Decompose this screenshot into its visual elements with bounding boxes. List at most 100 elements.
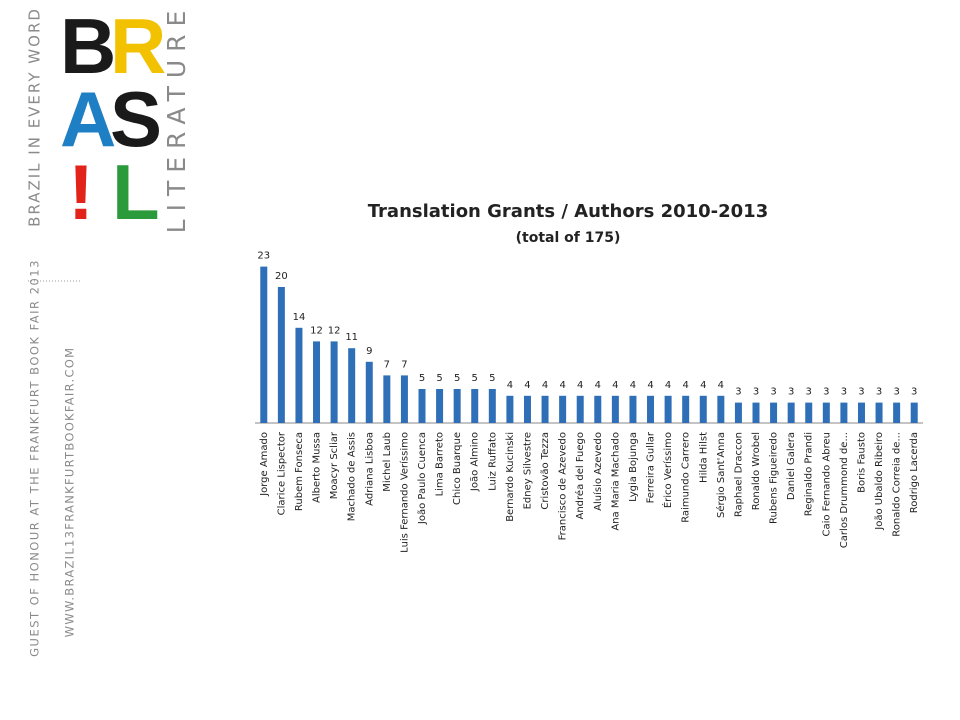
x-tick-label: Cristovão Tezza [540,432,551,510]
bar [453,389,461,423]
value-label: 7 [384,359,390,370]
bar [559,395,567,423]
bar [471,389,479,423]
bar [383,375,391,423]
value-label: 12 [310,325,323,336]
value-label: 4 [630,380,636,391]
brand-letter: A [60,75,116,163]
bar [787,402,795,423]
x-tick-label: Michel Laub [382,432,393,492]
value-label: 14 [293,312,306,323]
brand-letter: S [110,75,162,163]
value-label: 3 [841,387,847,398]
bar [541,395,549,423]
bar [506,395,514,423]
bar [260,266,268,423]
brand-letter: R [110,2,166,90]
bar [805,402,813,423]
x-tick-label: Daniel Galera [786,432,797,500]
bar [348,348,356,423]
bar [418,389,426,423]
value-label: 4 [577,380,583,391]
x-tick-label: Luiz Ruffato [487,432,498,491]
x-tick-label: Jorge Amado [259,432,270,497]
x-tick-label: Rubens Figueiredo [769,432,780,524]
value-label: 3 [858,387,864,398]
x-tick-label: Alberto Mussa [312,432,323,503]
x-tick-label: Luis Fernando Veríssimo [398,432,410,553]
bar [629,395,637,423]
bar [734,402,742,423]
value-label: 20 [275,271,288,282]
value-label: 11 [345,332,358,343]
x-tick-label: Ronaldo Wrobel [751,432,762,510]
value-label: 7 [401,359,407,370]
bar [699,395,707,423]
bar [400,375,408,423]
value-label: 4 [612,380,618,391]
bar [893,402,901,423]
x-tick-label: Bernardo Kucinski [505,432,516,522]
bar [488,389,496,423]
x-tick-label: João Ubaldo Ribeiro [874,432,885,531]
value-label: 4 [542,380,548,391]
bar [330,341,338,423]
x-tick-label: Moacyr Scliar [329,431,340,499]
bar [594,395,602,423]
x-tick-label: Chico Buarque [452,432,463,505]
value-label: 3 [788,387,794,398]
bar [313,341,321,423]
bar [822,402,830,423]
x-tick-label: Edney Silvestre [522,432,533,509]
bar [295,327,303,423]
x-tick-label: Ronaldo Correia de... [892,432,903,537]
value-label: 4 [700,380,706,391]
brand-letter: L [112,148,160,236]
x-tick-label: João Paulo Cuenca [417,432,428,525]
value-label: 3 [893,387,899,398]
value-label: 4 [507,380,513,391]
x-tick-label: Reginaldo Prandi [804,432,815,516]
bar [647,395,655,423]
value-label: 3 [735,387,741,398]
bar [857,402,865,423]
x-tick-label: Andréa del Fuego [574,432,586,520]
value-label: 4 [559,380,565,391]
guest: GUEST OF HONOUR AT THE FRANKFURT BOOK FA… [28,259,42,657]
x-tick-label: Carlos Drummond de... [839,432,850,548]
x-tick-label: Sérgio Sant'Anna [715,432,727,518]
x-tick-label: Érico Veríssimo [661,432,674,508]
x-tick-label: Raphael Draccon [733,432,744,517]
x-tick-label: Ana Maria Machado [610,432,621,531]
value-label: 4 [647,380,653,391]
value-label: 4 [682,380,688,391]
x-tick-label: Clarice Lispector [276,431,287,515]
bar [611,395,619,423]
x-tick-label: Lygia Bojunga [628,432,639,502]
brand-letter: ! [68,148,94,236]
value-label: 4 [718,380,724,391]
bar [277,287,285,423]
x-tick-label: Rodrigo Lacerda [909,432,920,513]
bar [523,395,531,423]
value-label: 23 [257,251,270,262]
bar [717,395,725,423]
x-tick-label: Adriana Lisboa [364,432,375,506]
tagline: BRAZIL IN EVERY WORD [26,7,44,227]
x-tick-label: Hilda Hilst [698,432,709,483]
value-label: 5 [419,373,425,384]
chart-title: Translation Grants / Authors 2010-2013 [368,201,768,222]
value-label: 4 [665,380,671,391]
x-tick-label: Ferreira Gullar [646,431,657,503]
bar [770,402,778,423]
value-label: 3 [876,387,882,398]
value-label: 3 [806,387,812,398]
x-tick-label: Boris Fausto [856,432,867,493]
value-label: 12 [328,325,341,336]
value-label: 3 [770,387,776,398]
bar [875,402,883,423]
x-tick-label: Caio Fernando Abreu [821,432,832,537]
value-label: 4 [595,380,601,391]
value-label: 5 [454,373,460,384]
